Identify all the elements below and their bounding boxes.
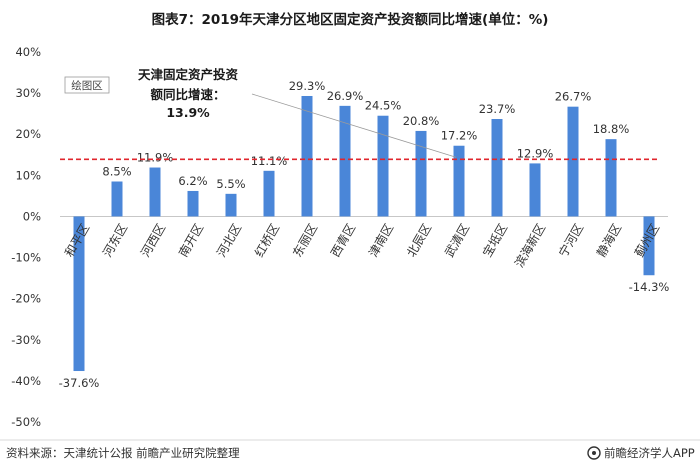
bar xyxy=(415,130,427,217)
bar xyxy=(73,216,85,372)
category-label: 西青区 xyxy=(328,221,358,259)
category-label: 宁河区 xyxy=(555,221,586,260)
data-label: 11.9% xyxy=(137,151,174,165)
data-label: 18.8% xyxy=(593,122,630,136)
data-label: 29.3% xyxy=(289,79,326,93)
data-label: 6.2% xyxy=(178,174,207,188)
bar xyxy=(263,170,275,217)
source-text: 资料来源：天津统计公报 前瞻产业研究院整理 xyxy=(6,446,240,460)
data-labels: -37.6% 8.5% 11.9% 6.2% 5.5% 11.1% 29.3%26.9%24… xyxy=(59,79,670,390)
category-label: 和平区 xyxy=(62,221,92,259)
bar xyxy=(453,145,465,217)
data-label: 5.5% xyxy=(216,177,245,191)
bar xyxy=(643,216,655,276)
y-tick-label: -40% xyxy=(11,374,41,388)
chart-title: 图表7：2019年天津分区地区固定资产投资额同比增速(单位：%) xyxy=(152,11,549,28)
y-tick-label: 0% xyxy=(23,209,41,223)
bar-series xyxy=(73,95,655,372)
category-label: 东丽区 xyxy=(290,221,320,259)
reference-annotation-line: 13.9% xyxy=(166,105,210,120)
y-tick-label: -20% xyxy=(11,292,41,306)
y-tick-label: -10% xyxy=(11,251,41,265)
y-tick-label: 20% xyxy=(15,127,41,141)
data-label: 17.2% xyxy=(441,129,478,143)
category-label: 河东区 xyxy=(100,221,130,259)
category-label: 蓟州区 xyxy=(632,221,662,259)
data-label: 11.1% xyxy=(251,154,288,168)
bar xyxy=(377,115,389,217)
bar xyxy=(529,163,541,217)
y-tick-label: -50% xyxy=(11,415,41,429)
plot-area-label-text: 绘图区 xyxy=(71,79,103,92)
brand-text: 前瞻经济学人APP xyxy=(604,446,695,460)
y-tick-label: -30% xyxy=(11,333,41,347)
y-tick-label: 30% xyxy=(15,86,41,100)
reference-annotation-line: 额同比增速： xyxy=(150,87,225,102)
bar xyxy=(339,105,351,217)
data-label: 26.7% xyxy=(555,90,592,104)
brand-logo-icon xyxy=(587,446,601,460)
category-label: 宝坻区 xyxy=(479,221,510,260)
category-label: 红桥区 xyxy=(251,221,282,260)
bar xyxy=(225,193,237,217)
category-label: 津南区 xyxy=(365,221,396,260)
reference-annotation-line: 天津固定资产投资 xyxy=(138,67,239,82)
category-labels: 和平区 河东区 河西区 南开区 河北区 红桥区 东丽区 西青区 津南区 北辰区 武清区 宝坻区 滨海新区… xyxy=(62,221,662,270)
y-axis: 40% 30% 20% 10% 0% -10% -20% -30% -40% -50% xyxy=(11,45,668,429)
bar xyxy=(301,95,313,217)
category-label: 武清区 xyxy=(442,221,472,259)
y-tick-label: 40% xyxy=(15,45,41,59)
annotation-leader-line xyxy=(251,93,457,158)
category-label: 河西区 xyxy=(138,221,168,259)
data-label: 26.9% xyxy=(327,89,364,103)
data-label: 8.5% xyxy=(102,165,131,179)
bar xyxy=(111,181,123,217)
data-label: 12.9% xyxy=(517,146,554,160)
bar xyxy=(149,167,161,217)
category-label: 静海区 xyxy=(593,221,624,260)
data-label: 24.5% xyxy=(365,99,402,113)
y-tick-label: 10% xyxy=(15,168,41,182)
footer: 资料来源：天津统计公报 前瞻产业研究院整理 前瞻经济学人APP xyxy=(0,439,700,460)
bar xyxy=(187,190,199,217)
category-label: 滨海新区 xyxy=(511,221,548,270)
data-label: 20.8% xyxy=(403,114,440,128)
category-label: 河北区 xyxy=(214,221,244,259)
data-label: -14.3% xyxy=(629,280,670,294)
bar xyxy=(605,139,617,217)
category-label: 南开区 xyxy=(175,221,206,260)
category-label: 北辰区 xyxy=(404,221,434,259)
plot-area-label: 绘图区 xyxy=(64,76,110,94)
bar xyxy=(567,106,579,217)
data-label: 23.7% xyxy=(479,102,516,116)
bar xyxy=(491,119,503,217)
data-label: -37.6% xyxy=(59,376,100,390)
